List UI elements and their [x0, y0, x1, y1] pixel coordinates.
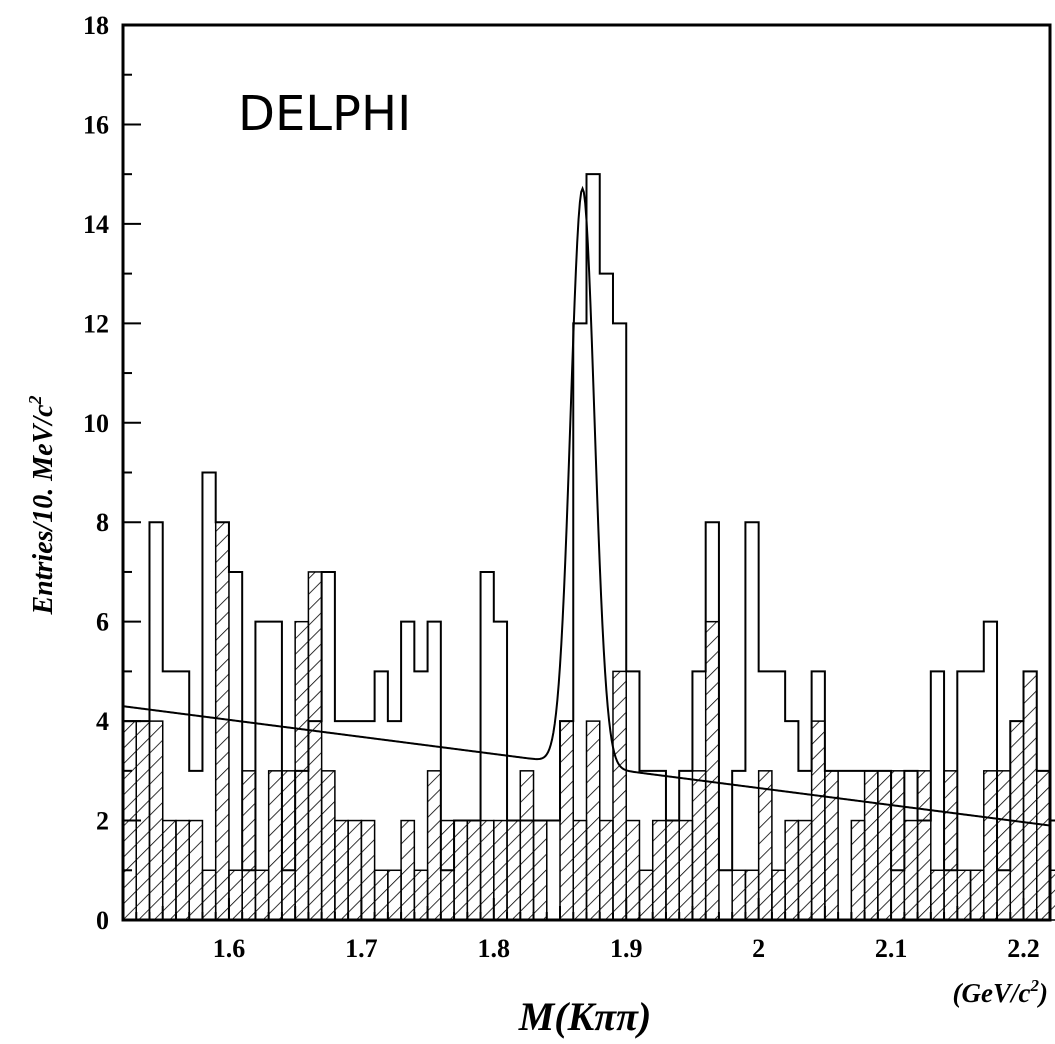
hatched-bar [347, 819, 363, 921]
x-tick-label: 2 [752, 934, 765, 963]
y-tick-label: 0 [96, 906, 109, 935]
y-axis-title: Entries/10. MeV/c2 [25, 395, 59, 615]
hatched-bar [797, 819, 813, 921]
y-tick-label: 4 [96, 707, 109, 736]
hatched-bar [228, 869, 243, 921]
hatched-bar [983, 770, 998, 921]
hatched-bar [148, 720, 164, 921]
y-tick-label: 18 [83, 11, 109, 40]
open-histogram [122, 173, 1055, 920]
hatched-bar [572, 819, 588, 921]
hatched-bar [678, 819, 694, 921]
hatched-bar [771, 869, 786, 921]
hatched-bar [877, 770, 892, 921]
hatched-bar [413, 869, 429, 921]
hatched-bar [890, 770, 906, 921]
hatched-bar [731, 869, 747, 921]
hatched-bar [281, 770, 296, 921]
hatched-bar [956, 869, 972, 921]
hatched-bar [161, 819, 177, 921]
x-axis-unit-main: (GeV/c [953, 978, 1031, 1008]
hatched-bar [744, 869, 760, 921]
hatched-bar [903, 819, 919, 921]
axis-ticks [123, 24, 1051, 921]
hatched-bar [373, 869, 389, 921]
hatched-bar [493, 819, 508, 921]
hatched-bar [559, 720, 575, 921]
x-axis-unit-sup: 2 [1030, 976, 1040, 995]
hatched-bar [1036, 770, 1051, 921]
y-tick-label: 6 [96, 608, 109, 637]
hatched-bar [320, 770, 336, 921]
x-tick-label: 1.7 [345, 934, 378, 963]
hatched-bar [188, 819, 204, 921]
y-tick-label: 10 [83, 409, 109, 438]
hatched-bar [651, 819, 667, 921]
hatched-bar [466, 819, 482, 921]
hatched-bar [612, 670, 627, 921]
hatched-bar [824, 770, 839, 921]
hatched-bar [930, 869, 945, 921]
x-tick-label: 2.2 [1007, 934, 1040, 963]
hatched-bar [691, 770, 707, 921]
hatched-bar [757, 770, 773, 921]
hatched-bar [598, 819, 614, 921]
x-tick-label: 2.1 [875, 934, 908, 963]
y-tick-label: 12 [83, 309, 109, 338]
x-axis-title: M(Kππ) [518, 994, 652, 1039]
hatched-bar [638, 869, 654, 921]
y-tick-label: 16 [83, 110, 109, 139]
open-histogram-outline [122, 173, 1055, 920]
hatched-bar [863, 770, 879, 921]
x-axis-unit-close: ) [1036, 978, 1048, 1008]
hatched-bar [453, 819, 469, 921]
y-tick-label: 2 [96, 807, 109, 836]
hatched-bar [400, 819, 416, 921]
hatched-histogram [122, 521, 1055, 921]
hatched-bar [387, 869, 402, 921]
x-tick-label: 1.6 [213, 934, 246, 963]
hatched-bar [665, 819, 680, 921]
hatched-bar [334, 819, 349, 921]
hatched-bar [267, 770, 283, 921]
hatched-bar [969, 869, 985, 921]
y-tick-label: 14 [83, 210, 109, 239]
hatched-bar [1022, 670, 1038, 921]
hatched-bar [479, 819, 495, 921]
y-tick-label: 8 [96, 508, 109, 537]
hatched-bar [585, 720, 601, 921]
hatched-bar [214, 521, 230, 921]
hatched-bar [943, 770, 959, 921]
x-tick-label: 1.8 [478, 934, 511, 963]
hatched-bar [307, 571, 323, 921]
hatched-bar [241, 770, 257, 921]
x-axis-unit: (GeV/c2) [953, 976, 1048, 1008]
hatched-bar [625, 819, 641, 921]
hatched-bar [996, 770, 1012, 921]
fit-curve [122, 185, 1051, 827]
hatched-bar [426, 770, 442, 921]
y-axis-title-sup: 2 [25, 395, 45, 405]
hatched-bar [254, 869, 270, 921]
y-axis-title-main: Entries/10. MeV/c [28, 404, 59, 616]
hatched-bar [704, 620, 720, 921]
hatched-bar [532, 819, 548, 921]
hatched-bar [506, 819, 522, 921]
hatched-bar [175, 819, 190, 921]
x-tick-label: 1.9 [610, 934, 643, 963]
axis-tick-labels: 0 2 4 6 8 10 12 14 16 18 1.6 1.7 1.8 1.9 2 2.1 2.2 [83, 11, 1040, 963]
hatched-bar [784, 819, 800, 921]
hatched-bar [916, 770, 932, 921]
hatched-bar [810, 720, 826, 921]
hatched-bar [519, 770, 535, 921]
hatched-bar [850, 819, 866, 921]
hatched-bar [201, 869, 217, 921]
hatched-bar [360, 819, 376, 921]
experiment-label: DELPHI [238, 86, 411, 142]
